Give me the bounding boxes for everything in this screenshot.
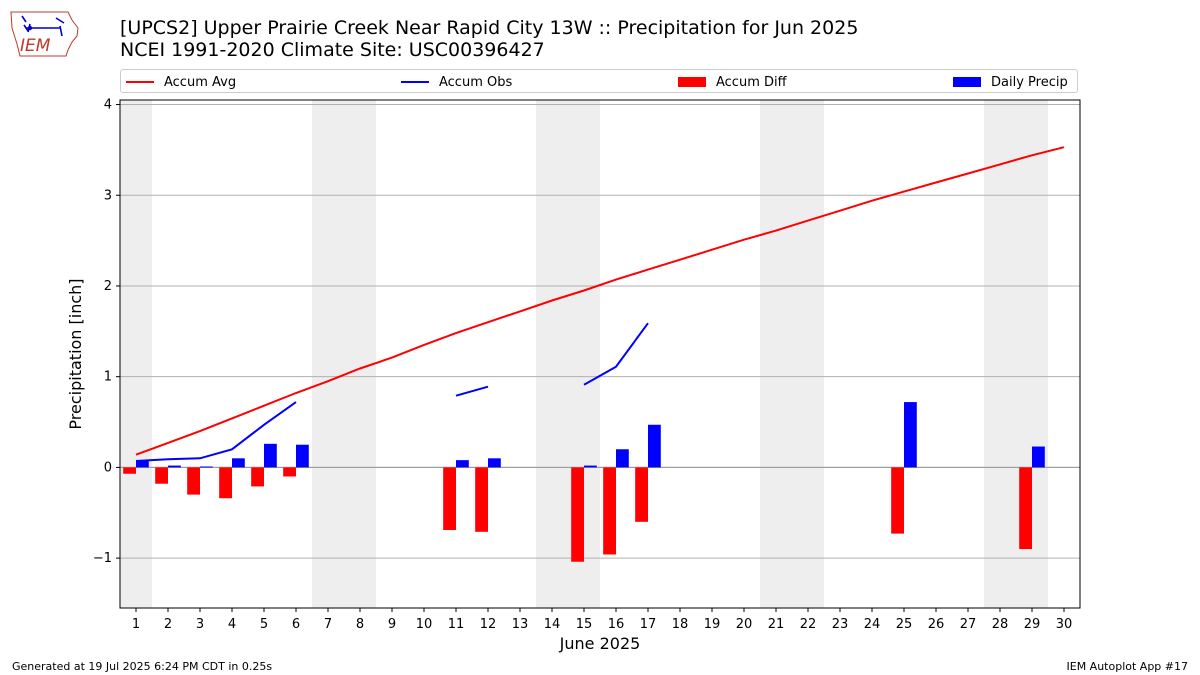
legend-swatch-accum-avg bbox=[126, 81, 154, 83]
bar-daily-precip bbox=[296, 444, 309, 468]
legend-label-accum-avg: Accum Avg bbox=[164, 74, 237, 90]
app-credit: IEM Autoplot App #17 bbox=[1066, 660, 1189, 673]
xtick-label: 23 bbox=[832, 617, 849, 632]
weekend-band-3 bbox=[536, 100, 600, 608]
bar-accum-diff bbox=[187, 467, 200, 495]
weather-station-icon bbox=[21, 15, 65, 37]
xtick-label: 20 bbox=[736, 617, 753, 632]
xtick-label: 3 bbox=[196, 617, 204, 632]
iem-logo: IEM bbox=[10, 11, 79, 57]
bar-accum-diff bbox=[635, 467, 648, 522]
plot-frame bbox=[119, 99, 1081, 609]
xtick-label: 2 bbox=[164, 617, 172, 632]
xtick-label: 18 bbox=[672, 617, 689, 632]
bar-daily-precip bbox=[616, 449, 629, 468]
bar-daily-precip bbox=[136, 461, 149, 468]
chart-subtitle: NCEI 1991-2020 Climate Site: USC00396427 bbox=[120, 39, 545, 61]
ytick-label: 3 bbox=[104, 188, 112, 203]
xtick-label: 8 bbox=[356, 617, 364, 632]
bar-accum-diff bbox=[155, 467, 168, 484]
legend-swatch-daily-precip bbox=[953, 77, 981, 87]
logo-text: IEM bbox=[20, 36, 51, 56]
bar-daily-precip bbox=[488, 458, 501, 468]
bar-accum-diff bbox=[123, 467, 136, 474]
legend-label-accum-diff: Accum Diff bbox=[716, 74, 787, 90]
xtick-label: 22 bbox=[800, 617, 817, 632]
line-accum-obs bbox=[583, 322, 649, 386]
bar-accum-diff bbox=[891, 467, 904, 534]
xtick-label: 13 bbox=[512, 617, 529, 632]
ytick-label: 0 bbox=[104, 460, 112, 475]
xtick-label: 14 bbox=[544, 617, 561, 632]
legend-label-accum-obs: Accum Obs bbox=[439, 74, 513, 90]
xtick-label: 4 bbox=[228, 617, 236, 632]
bar-daily-precip bbox=[904, 402, 917, 468]
x-axis-label: June 2025 bbox=[559, 634, 641, 653]
xtick-label: 15 bbox=[576, 617, 593, 632]
legend-label-daily-precip: Daily Precip bbox=[991, 74, 1068, 90]
bar-accum-diff bbox=[571, 467, 584, 562]
line-accum-obs bbox=[455, 385, 489, 397]
bar-daily-precip bbox=[456, 460, 469, 468]
legend-swatch-accum-obs bbox=[401, 81, 429, 83]
xtick-label: 21 bbox=[768, 617, 785, 632]
weekend-band-2 bbox=[312, 100, 376, 608]
xtick-label: 16 bbox=[608, 617, 625, 632]
weekend-band-1 bbox=[120, 100, 152, 608]
xtick-label: 11 bbox=[448, 617, 465, 632]
weekend-band-4 bbox=[760, 100, 824, 608]
ytick-label: 1 bbox=[104, 370, 112, 385]
y-axis-label: Precipitation [inch] bbox=[66, 278, 85, 429]
ytick-label: 4 bbox=[104, 98, 112, 113]
xtick-label: 28 bbox=[992, 617, 1009, 632]
line-accum-obs bbox=[135, 401, 297, 462]
chart-title: [UPCS2] Upper Prairie Creek Near Rapid C… bbox=[120, 17, 859, 39]
legend-item-accum-avg: Accum Avg bbox=[126, 70, 236, 94]
bar-accum-diff bbox=[603, 467, 616, 555]
xtick-label: 29 bbox=[1024, 617, 1041, 632]
bar-accum-diff bbox=[1019, 467, 1032, 550]
bar-daily-precip bbox=[168, 465, 181, 468]
xtick-label: 10 bbox=[416, 617, 433, 632]
weekend-band-5 bbox=[984, 100, 1048, 608]
bar-daily-precip bbox=[232, 458, 245, 468]
legend-item-accum-diff: Accum Diff bbox=[678, 70, 787, 94]
legend-item-daily-precip: Daily Precip bbox=[953, 70, 1068, 94]
xtick-label: 17 bbox=[640, 617, 657, 632]
xtick-label: 26 bbox=[928, 617, 945, 632]
iowa-state-outline bbox=[10, 11, 79, 57]
xtick-label: 7 bbox=[324, 617, 332, 632]
xtick-label: 25 bbox=[896, 617, 913, 632]
bar-accum-diff bbox=[283, 467, 296, 477]
bar-accum-diff bbox=[251, 467, 264, 487]
bar-daily-precip bbox=[648, 424, 661, 468]
bar-accum-diff bbox=[443, 467, 456, 530]
legend-item-accum-obs: Accum Obs bbox=[401, 70, 512, 94]
bar-daily-precip bbox=[584, 465, 597, 468]
bar-accum-diff bbox=[219, 467, 232, 499]
xtick-label: 9 bbox=[388, 617, 396, 632]
xtick-label: 19 bbox=[704, 617, 721, 632]
xtick-label: 1 bbox=[132, 617, 140, 632]
legend-swatch-accum-diff bbox=[678, 77, 706, 87]
generated-timestamp: Generated at 19 Jul 2025 6:24 PM CDT in … bbox=[12, 660, 273, 673]
bar-daily-precip bbox=[264, 443, 277, 468]
ytick-label: 2 bbox=[104, 279, 112, 294]
bar-daily-precip bbox=[200, 466, 213, 468]
ytick-label: −1 bbox=[93, 551, 112, 566]
xtick-label: 12 bbox=[480, 617, 497, 632]
line-accum-avg bbox=[135, 146, 1065, 456]
xtick-label: 27 bbox=[960, 617, 977, 632]
xtick-label: 24 bbox=[864, 617, 881, 632]
bar-daily-precip bbox=[1032, 446, 1045, 468]
bar-accum-diff bbox=[475, 467, 488, 532]
legend: Accum Avg Accum Obs Accum Diff Daily Pre… bbox=[120, 69, 1078, 93]
xtick-label: 30 bbox=[1056, 617, 1073, 632]
xtick-label: 6 bbox=[292, 617, 300, 632]
xtick-label: 5 bbox=[260, 617, 268, 632]
